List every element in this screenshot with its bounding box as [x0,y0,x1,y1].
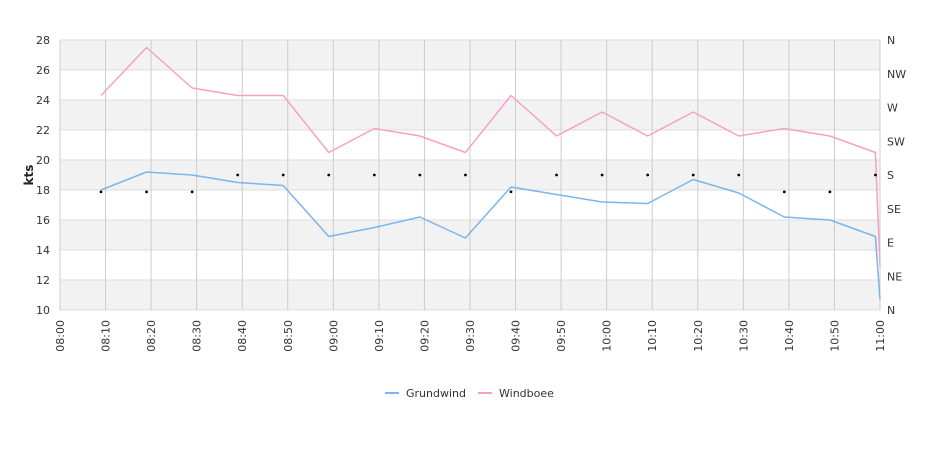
right-tick-label: W [887,102,898,115]
direction-marker [691,173,695,177]
right-tick-label: N [887,304,895,317]
x-axis-ticks: 08:00 08:10 08:20 08:30 08:40 08:50 09:00 09:10… [54,320,887,352]
legend-item-windboee[interactable]: Windboee [478,387,554,400]
direction-marker [327,173,331,177]
right-tick-label: NW [887,68,906,81]
legend-label: Grundwind [406,387,466,400]
right-tick-label: N [887,34,895,47]
x-tick-label: 08:50 [282,320,295,352]
x-tick-label: 09:30 [464,320,477,352]
y-tick-label: 26 [36,64,50,77]
legend[interactable]: Grundwind Windboee [385,387,554,400]
legend-label: Windboee [499,387,554,400]
y-tick-label: 14 [36,244,50,257]
x-tick-label: 08:40 [236,320,249,352]
x-tick-label: 09:00 [327,320,340,352]
x-tick-label: 08:00 [54,320,67,352]
direction-marker [145,190,148,194]
x-tick-label: 09:50 [555,320,568,352]
right-tick-label: SE [887,203,901,216]
y-axis-ticks: 10 12 14 16 18 20 22 24 26 28 [36,34,50,317]
direction-marker [281,173,285,177]
direction-marker [737,173,741,177]
direction-marker [646,173,650,177]
vertical-gridlines [59,40,881,310]
y-tick-label: 10 [36,304,50,317]
y-axis-label: kts [22,165,36,186]
x-tick-label: 08:30 [191,320,204,352]
y-tick-label: 16 [36,214,50,227]
right-tick-label: E [887,237,894,250]
y-tick-label: 28 [36,34,50,47]
y-tick-label: 24 [36,94,50,107]
right-tick-label: SW [887,135,905,148]
direction-marker [555,173,558,177]
series-line-windboee [100,46,881,267]
x-tick-label: 09:10 [373,320,386,352]
x-tick-label: 10:50 [828,320,841,352]
x-tick-label: 08:10 [100,320,113,352]
direction-marker [874,173,877,177]
direction-marker [99,190,103,194]
series-lines [100,46,881,300]
y-tick-label: 22 [36,124,50,137]
direction-marker [418,173,422,177]
direction-marker [600,173,604,177]
direction-marker [236,173,240,177]
direction-marker [509,190,513,194]
x-tick-label: 10:40 [783,320,796,352]
direction-marker [828,190,832,194]
right-axis-ticks: N NE E SE S SW W NW N [887,34,906,317]
legend-item-grundwind[interactable]: Grundwind [385,387,466,400]
right-tick-label: NE [887,270,902,283]
direction-marker [190,190,194,194]
direction-marker [782,190,786,194]
y-tick-label: 18 [36,184,50,197]
series-line-grundwind [100,171,881,300]
direction-marker [464,173,467,177]
x-tick-label: 11:00 [874,320,887,352]
y-tick-label: 12 [36,274,50,287]
x-tick-label: 10:20 [692,320,705,352]
right-tick-label: S [887,169,894,182]
direction-markers [99,173,877,194]
x-tick-label: 08:20 [145,320,158,352]
x-tick-label: 10:10 [646,320,659,352]
direction-marker [372,173,376,177]
x-tick-label: 10:30 [737,320,750,352]
x-tick-label: 09:20 [418,320,431,352]
x-tick-label: 10:00 [601,320,614,352]
x-tick-label: 09:40 [510,320,523,352]
y-tick-label: 20 [36,154,50,167]
